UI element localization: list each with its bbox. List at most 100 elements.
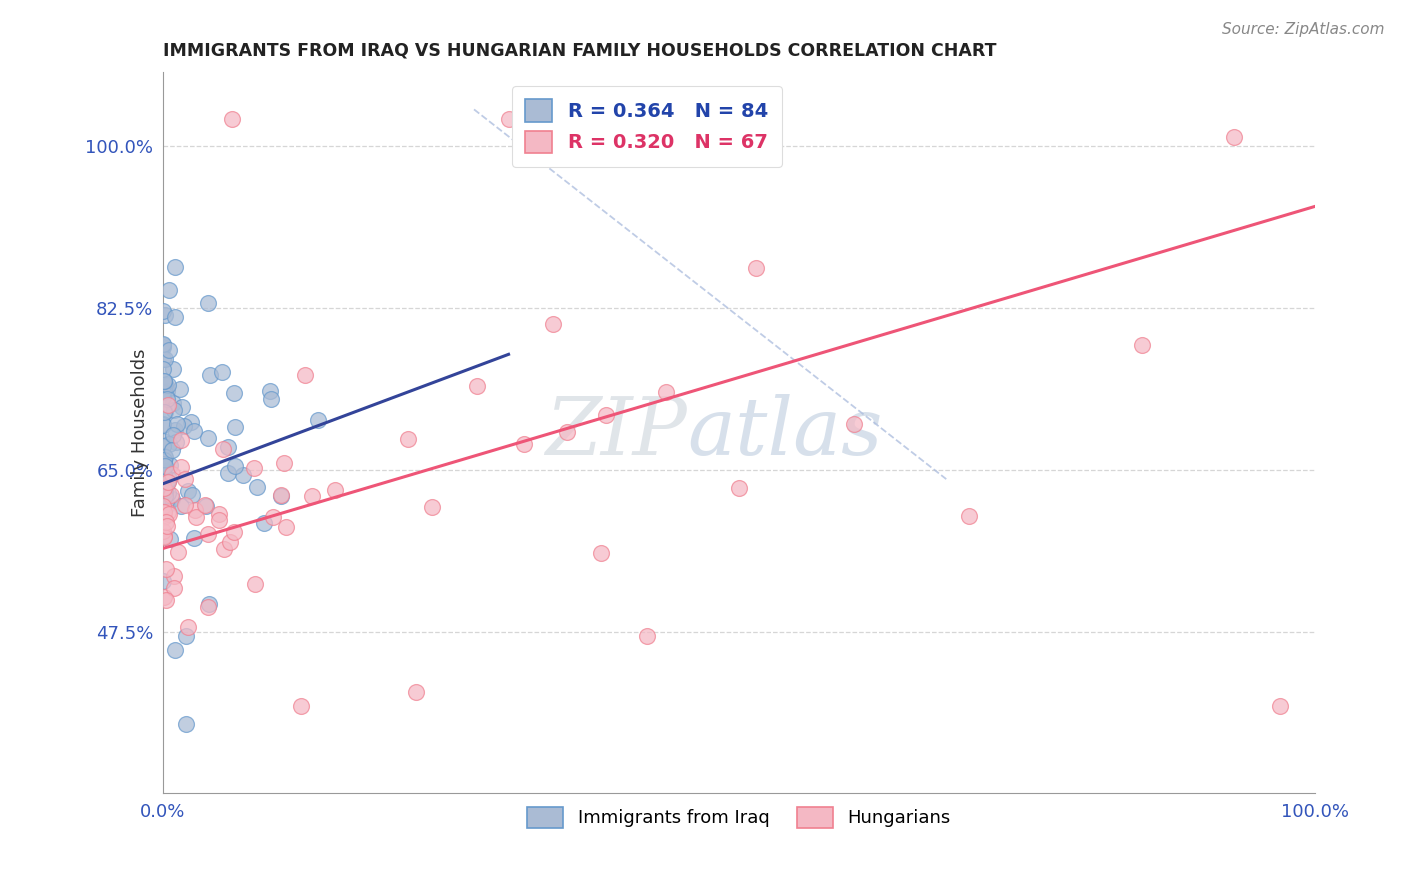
Point <box>301 489 323 503</box>
Point <box>276 520 298 534</box>
Point <box>155 458 177 473</box>
Point <box>153 404 176 418</box>
Point <box>180 488 202 502</box>
Point <box>221 112 243 126</box>
Point <box>152 530 174 544</box>
Point <box>270 488 292 502</box>
Point <box>156 519 179 533</box>
Point <box>243 461 266 475</box>
Y-axis label: Family Households: Family Households <box>131 349 149 517</box>
Point <box>207 508 229 522</box>
Point <box>165 435 187 450</box>
Point <box>219 535 242 549</box>
Point <box>174 629 197 643</box>
Point <box>155 562 177 576</box>
Text: atlas: atlas <box>688 394 883 472</box>
Point <box>153 458 176 472</box>
Point <box>162 395 184 409</box>
Point <box>152 384 174 399</box>
Point <box>217 440 239 454</box>
Point <box>153 458 176 473</box>
Point <box>211 365 233 379</box>
Point <box>160 488 183 502</box>
Point <box>156 475 179 490</box>
Legend: Immigrants from Iraq, Hungarians: Immigrants from Iraq, Hungarians <box>520 799 957 835</box>
Point <box>243 576 266 591</box>
Point <box>555 425 578 439</box>
Point <box>152 352 174 367</box>
Point <box>212 542 235 557</box>
Point <box>156 485 179 500</box>
Point <box>184 502 207 516</box>
Point <box>163 581 186 595</box>
Point <box>170 459 193 474</box>
Point <box>157 436 180 450</box>
Point <box>420 500 443 515</box>
Point <box>957 509 980 524</box>
Point <box>152 338 174 352</box>
Point <box>152 303 174 318</box>
Point <box>197 527 219 541</box>
Point <box>260 392 283 406</box>
Point <box>152 439 174 453</box>
Point <box>152 390 174 404</box>
Point <box>156 384 179 399</box>
Point <box>745 260 768 275</box>
Point <box>543 317 565 331</box>
Point <box>194 499 217 513</box>
Point <box>153 374 176 388</box>
Point <box>198 597 221 611</box>
Point <box>198 368 221 382</box>
Point <box>153 489 176 503</box>
Point <box>728 481 751 495</box>
Point <box>153 453 176 467</box>
Point <box>152 524 174 538</box>
Point <box>170 499 193 513</box>
Point <box>165 423 187 437</box>
Point <box>595 408 617 422</box>
Point <box>153 351 176 366</box>
Point <box>152 574 174 588</box>
Point <box>153 450 176 464</box>
Point <box>153 468 176 483</box>
Point <box>183 424 205 438</box>
Point <box>162 362 184 376</box>
Point <box>155 593 177 607</box>
Point <box>1223 130 1246 145</box>
Point <box>224 458 246 473</box>
Point <box>405 684 427 698</box>
Point <box>153 484 176 499</box>
Point <box>153 505 176 519</box>
Point <box>224 386 246 401</box>
Point <box>183 531 205 545</box>
Point <box>197 296 219 310</box>
Point <box>155 476 177 491</box>
Point <box>224 525 246 540</box>
Point <box>170 401 193 415</box>
Point <box>169 382 191 396</box>
Point <box>259 384 281 398</box>
Point <box>232 467 254 482</box>
Point <box>155 379 177 393</box>
Point <box>157 283 180 297</box>
Point <box>163 260 186 274</box>
Point <box>262 509 284 524</box>
Point <box>153 375 176 389</box>
Point <box>211 442 233 456</box>
Point <box>152 336 174 351</box>
Point <box>180 416 202 430</box>
Point <box>186 509 208 524</box>
Point <box>177 620 200 634</box>
Point <box>589 546 612 560</box>
Point <box>197 599 219 614</box>
Point <box>153 405 176 419</box>
Point <box>153 529 176 543</box>
Point <box>513 437 536 451</box>
Point <box>153 450 176 464</box>
Point <box>465 378 488 392</box>
Point <box>162 467 184 482</box>
Point <box>152 418 174 433</box>
Point <box>207 513 229 527</box>
Point <box>156 398 179 412</box>
Text: Source: ZipAtlas.com: Source: ZipAtlas.com <box>1222 22 1385 37</box>
